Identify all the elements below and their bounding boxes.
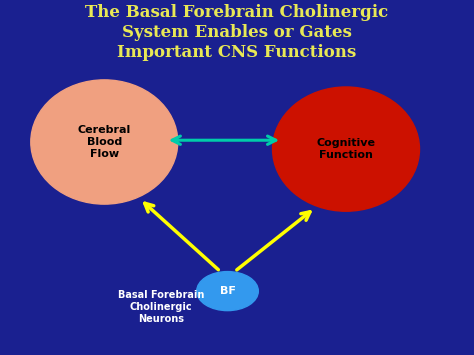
Text: Basal Forebrain
Cholinergic
Neurons: Basal Forebrain Cholinergic Neurons (118, 290, 204, 324)
Text: Cerebral
Blood
Flow: Cerebral Blood Flow (78, 125, 131, 159)
Ellipse shape (197, 272, 258, 311)
Ellipse shape (31, 80, 178, 204)
Text: BF: BF (219, 286, 236, 296)
Text: The Basal Forebrain Cholinergic
System Enables or Gates
Important CNS Functions: The Basal Forebrain Cholinergic System E… (85, 4, 389, 61)
Ellipse shape (273, 87, 419, 211)
Text: Cognitive
Function: Cognitive Function (317, 138, 375, 160)
